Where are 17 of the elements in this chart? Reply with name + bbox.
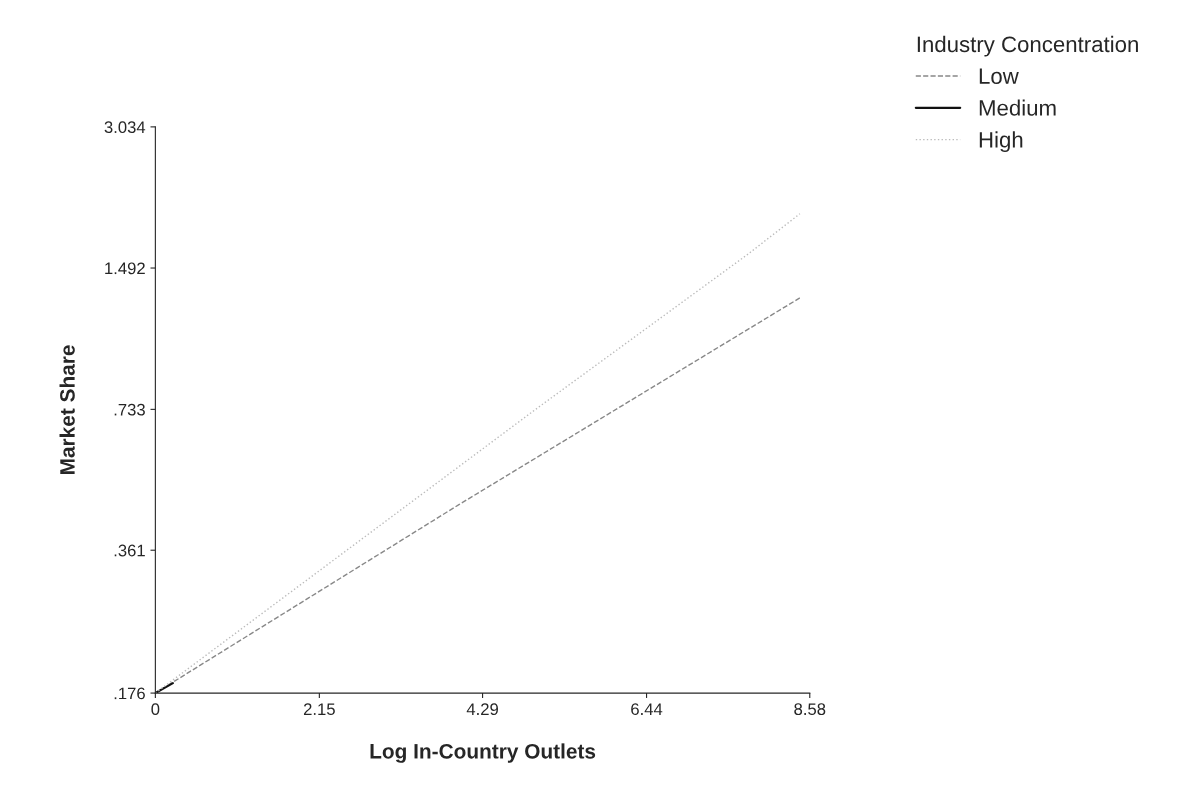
x-axis-title: Log In-Country Outlets (370, 743, 596, 763)
x-tick-label: 8.58 (794, 703, 826, 716)
y-tick-label: 1.492 (105, 262, 145, 275)
y-tick-label: 3.034 (104, 121, 146, 134)
legend-label: Low (979, 68, 1019, 85)
x-tick-label: 2.15 (303, 703, 335, 716)
y-tick-label: .733 (114, 403, 145, 416)
x-tick-label: 0 (151, 703, 160, 716)
y-axis-title: Market Share (59, 345, 75, 475)
y-tick-label: .176 (114, 687, 145, 700)
x-tick-label: 4.29 (466, 703, 498, 716)
x-tick-label: 6.44 (631, 703, 663, 716)
legend-label: Medium (979, 99, 1056, 116)
legend-title: Industry Concentration (917, 35, 1138, 57)
y-tick-label: .361 (114, 544, 145, 557)
legend-label: High (979, 131, 1023, 153)
line-series (155, 213, 801, 694)
